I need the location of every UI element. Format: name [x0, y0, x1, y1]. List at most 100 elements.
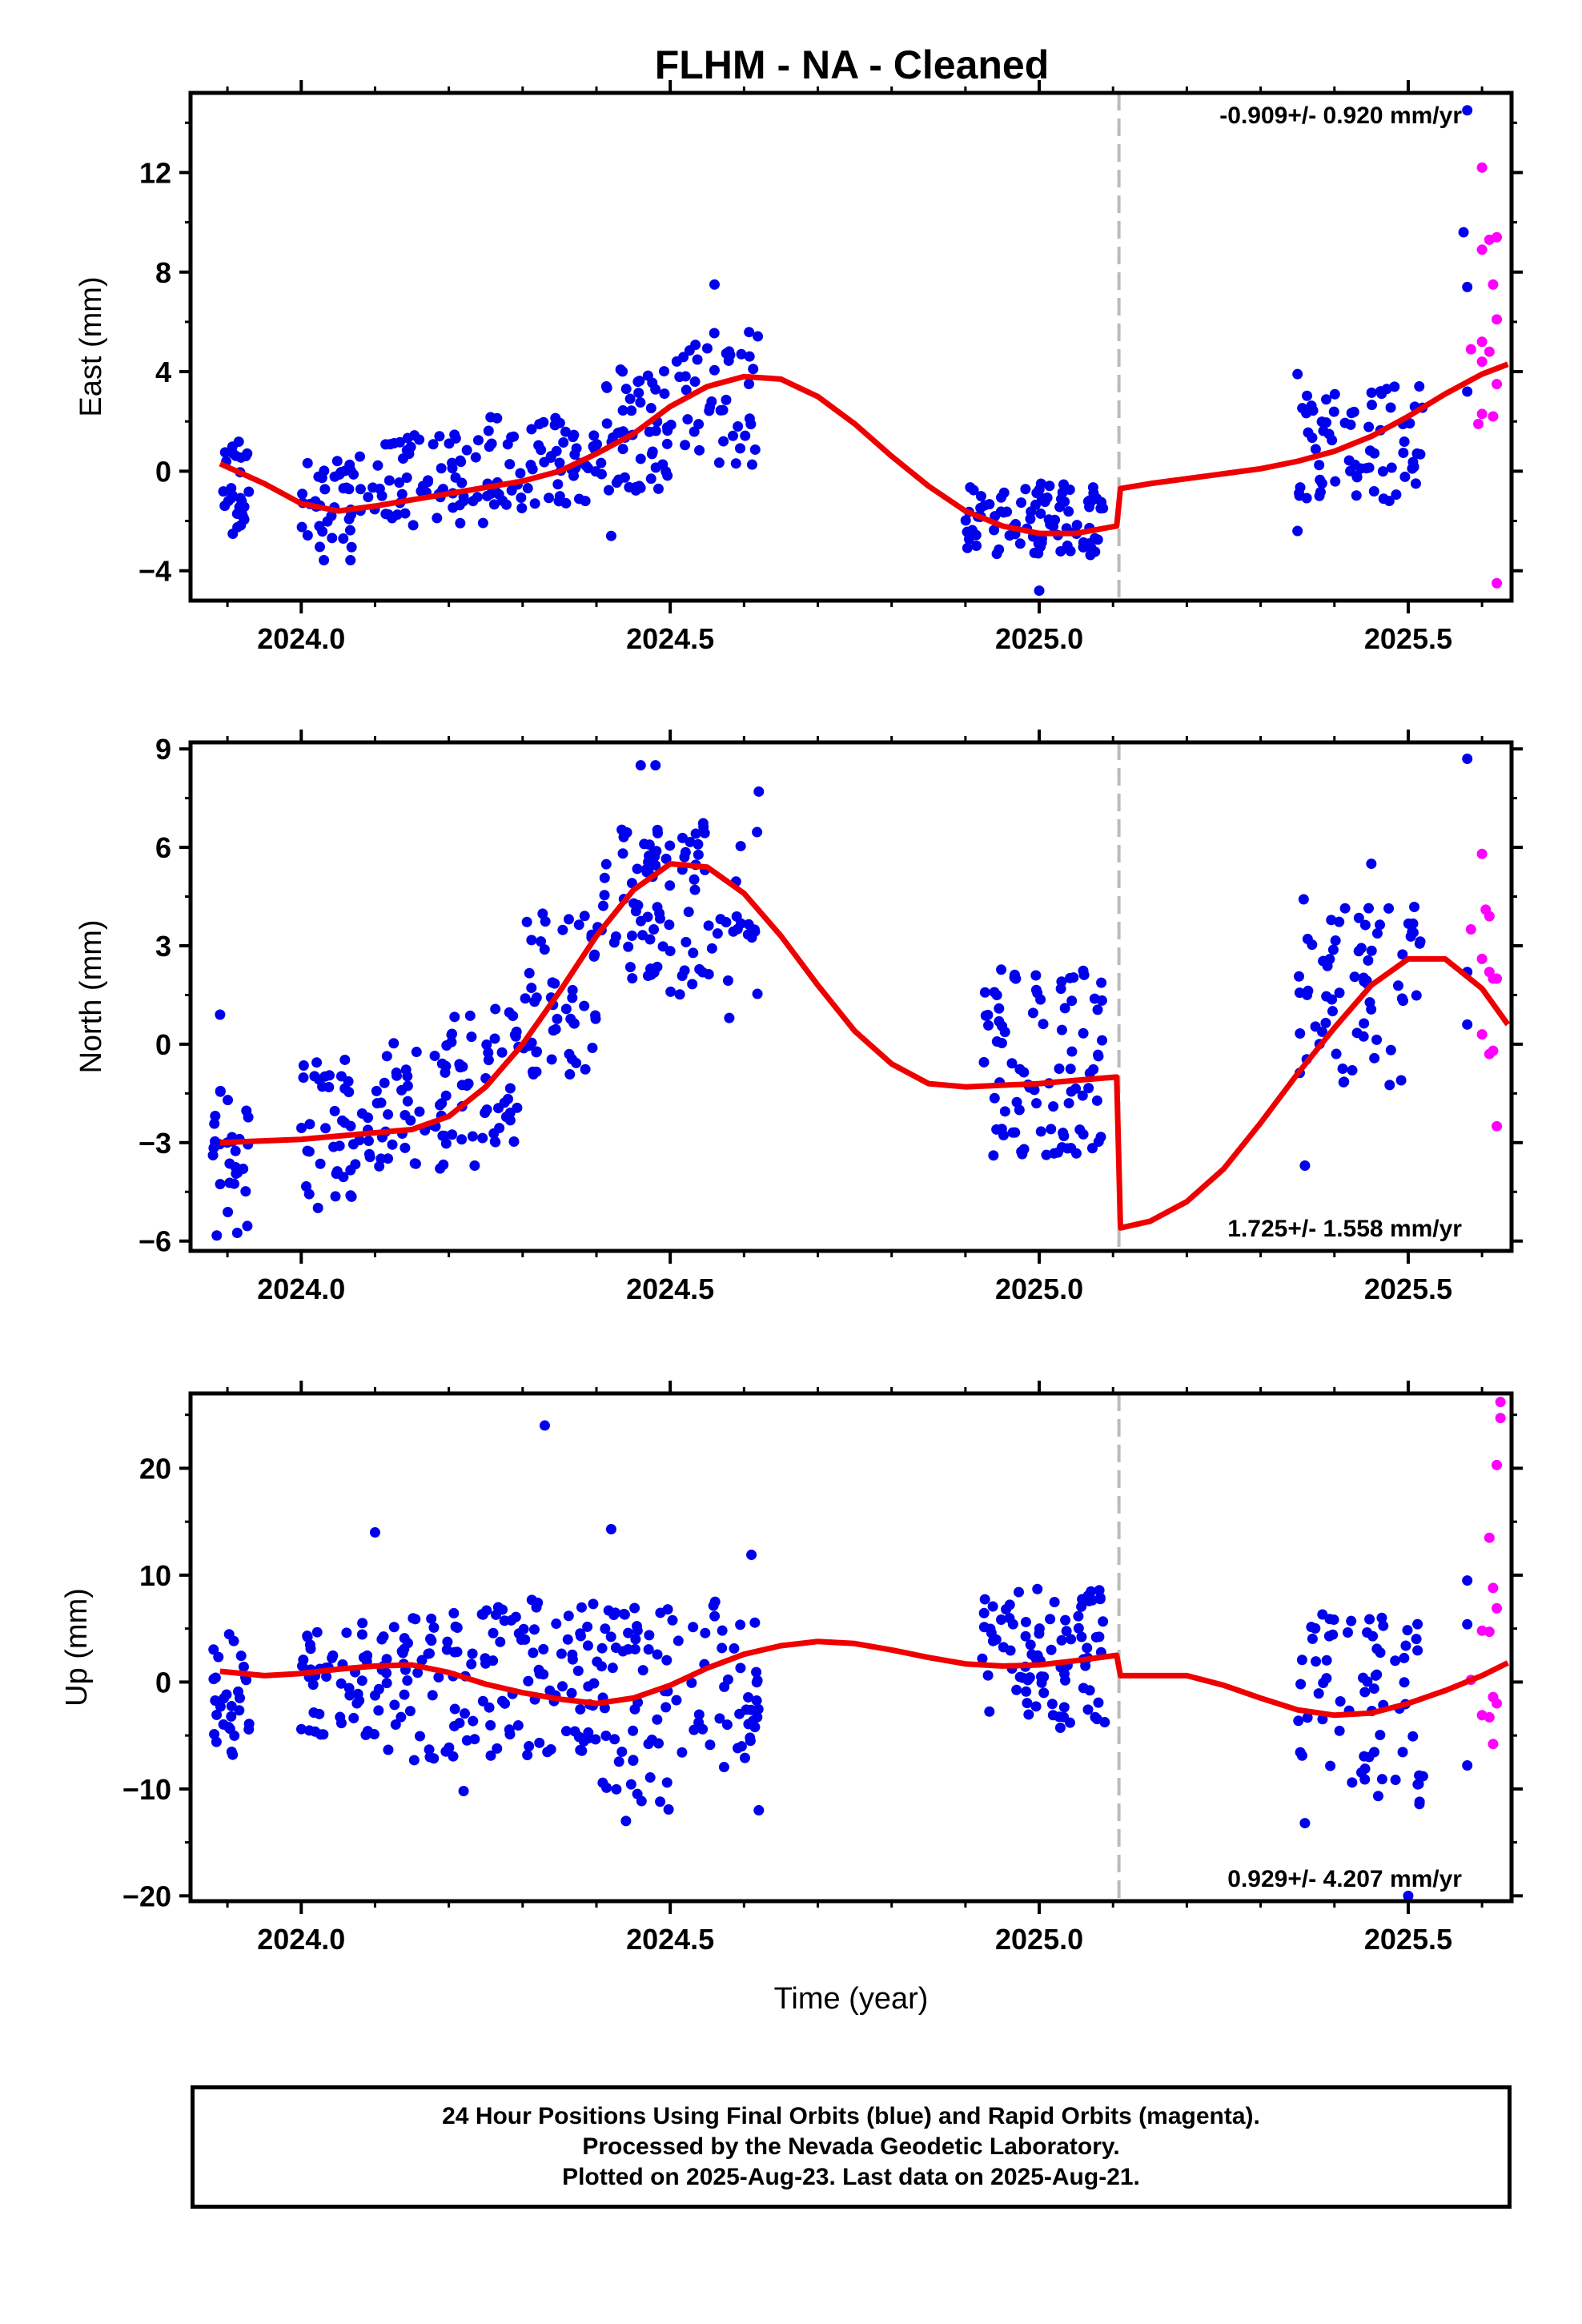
- final-orbit-point: [436, 1098, 448, 1109]
- final-orbit-point: [1092, 1049, 1103, 1060]
- final-orbit-point: [539, 456, 550, 468]
- final-orbit-point: [469, 1734, 480, 1745]
- final-orbit-point: [447, 1129, 458, 1140]
- final-orbit-point: [346, 541, 357, 553]
- final-orbit-point: [1412, 1618, 1423, 1630]
- final-orbit-point: [504, 1108, 516, 1119]
- final-orbit-point: [1415, 448, 1426, 460]
- final-orbit-point: [709, 328, 720, 339]
- final-orbit-point: [987, 1601, 998, 1612]
- final-orbit-point: [1327, 1006, 1338, 1017]
- rapid-orbit-point: [1476, 336, 1488, 348]
- final-orbit-point: [1321, 417, 1332, 428]
- final-orbit-point: [708, 1600, 719, 1611]
- final-orbit-point: [753, 331, 764, 342]
- final-orbit-point: [492, 1743, 503, 1754]
- final-orbit-point: [553, 496, 564, 507]
- final-orbit-point: [1064, 485, 1075, 496]
- final-orbit-point: [1334, 1725, 1345, 1736]
- final-orbit-point: [1397, 949, 1408, 960]
- final-orbit-point: [592, 439, 603, 450]
- final-orbit-point: [1294, 971, 1305, 982]
- final-orbit-point: [296, 521, 307, 533]
- final-orbit-point: [208, 1674, 219, 1685]
- final-orbit-point: [304, 1119, 315, 1130]
- final-orbit-point: [330, 1191, 341, 1202]
- final-orbit-point: [689, 426, 700, 437]
- final-orbit-point: [1462, 753, 1473, 764]
- final-orbit-point: [1054, 1723, 1066, 1734]
- rapid-orbit-point: [1476, 1029, 1488, 1040]
- final-orbit-point: [446, 1036, 457, 1047]
- y-axis-label: North (mm): [74, 919, 108, 1073]
- y-tick-label: 0: [155, 455, 171, 488]
- final-orbit-point: [693, 1709, 705, 1720]
- panel-north: −6 −3 0 3 6 9 2024.0 2024.5 2025.0 2025.5 North (m…: [74, 730, 1523, 1305]
- final-orbit-point: [381, 1678, 392, 1689]
- final-orbit-point: [733, 421, 744, 432]
- final-orbit-point: [1082, 1642, 1093, 1654]
- final-orbit-point: [692, 354, 703, 365]
- model-fit-line: [219, 361, 1509, 537]
- final-orbit-point: [355, 484, 366, 495]
- final-orbit-point: [387, 1139, 398, 1150]
- final-orbit-point: [1031, 488, 1042, 499]
- final-orbit-point: [1378, 1620, 1389, 1631]
- final-orbit-point: [464, 1010, 476, 1021]
- final-orbit-point: [664, 919, 675, 931]
- final-orbit-point: [635, 482, 646, 493]
- final-orbit-point: [679, 851, 690, 862]
- final-orbit-point: [414, 434, 425, 445]
- final-orbit-point: [605, 1524, 616, 1535]
- final-orbit-point: [1386, 462, 1397, 473]
- final-orbit-point: [1027, 1007, 1038, 1019]
- final-orbit-point: [449, 1720, 460, 1731]
- final-orbit-point: [566, 1687, 577, 1699]
- final-orbit-point: [231, 450, 242, 461]
- final-orbit-point: [667, 1614, 678, 1626]
- final-orbit-point: [227, 1749, 239, 1760]
- final-orbit-point: [538, 1669, 549, 1680]
- final-orbit-point: [645, 473, 656, 485]
- final-orbit-point: [1083, 1083, 1094, 1094]
- final-orbit-point: [334, 468, 345, 480]
- final-orbit-point: [311, 1057, 323, 1068]
- final-orbit-point: [629, 1643, 640, 1655]
- final-orbit-point: [477, 1132, 488, 1144]
- final-orbit-point: [568, 432, 579, 443]
- final-orbit-point: [1023, 1709, 1034, 1720]
- final-orbit-point: [1326, 915, 1337, 926]
- final-orbit-point: [655, 1607, 666, 1618]
- final-orbit-point: [343, 484, 355, 495]
- final-orbit-point: [1362, 1676, 1373, 1687]
- final-orbit-point: [1078, 537, 1089, 548]
- final-orbit-point: [560, 426, 571, 437]
- final-orbit-point: [1096, 497, 1107, 508]
- final-orbit-point: [658, 366, 669, 377]
- rapid-orbit-point: [1495, 1413, 1506, 1424]
- final-orbit-point: [371, 1085, 382, 1096]
- final-orbit-point: [1311, 1656, 1322, 1667]
- final-orbit-point: [706, 943, 717, 954]
- final-orbit-point: [599, 890, 610, 901]
- final-orbit-point: [1026, 506, 1037, 517]
- final-orbit-point: [625, 1779, 636, 1790]
- final-orbit-point: [575, 1630, 586, 1642]
- final-orbit-point: [1389, 381, 1400, 392]
- final-orbit-point: [1062, 540, 1073, 551]
- final-orbit-point: [459, 1708, 470, 1719]
- final-orbit-point: [580, 1063, 591, 1075]
- final-orbit-point: [500, 1698, 511, 1709]
- final-orbit-point: [732, 1743, 743, 1754]
- final-orbit-point: [449, 1703, 460, 1715]
- final-orbit-point: [490, 486, 501, 497]
- final-orbit-point: [210, 1695, 221, 1707]
- final-orbit-point: [1092, 534, 1103, 545]
- final-orbit-point: [1399, 1652, 1410, 1663]
- final-orbit-point: [689, 376, 701, 388]
- final-orbit-point: [1396, 993, 1407, 1004]
- final-orbit-point: [971, 540, 982, 551]
- final-orbit-point: [704, 405, 715, 416]
- final-orbit-point: [1063, 506, 1074, 517]
- final-orbit-point: [1011, 1684, 1022, 1695]
